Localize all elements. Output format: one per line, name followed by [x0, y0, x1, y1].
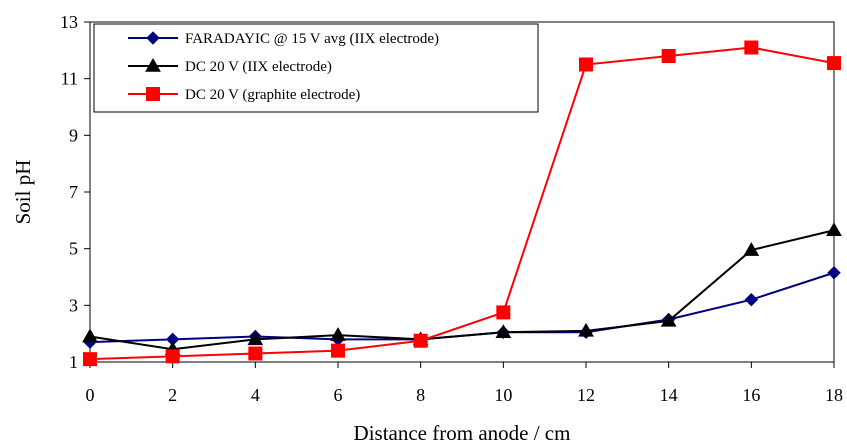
x-tick-label: 0: [86, 385, 95, 405]
x-tick-label: 14: [660, 385, 678, 405]
data-point: [744, 292, 759, 307]
x-tick-label: 10: [494, 385, 512, 405]
legend-entry-3: DC 20 V (graphite electrode): [128, 87, 360, 103]
y-tick-label: 11: [61, 69, 78, 89]
x-tick-label: 6: [334, 385, 343, 405]
legend-marker: [146, 87, 160, 101]
data-point: [247, 331, 264, 346]
y-tick-label: 1: [69, 352, 78, 372]
series-layer: [82, 40, 842, 367]
data-point: [660, 312, 677, 327]
data-point: [165, 349, 180, 364]
x-tick-label: 2: [168, 385, 177, 405]
data-point: [827, 56, 841, 71]
x-tick-label: 12: [577, 385, 595, 405]
data-point: [744, 40, 759, 55]
x-tick-label: 8: [416, 385, 425, 405]
series-line: [89, 271, 835, 344]
legend: FARADAYIC @ 15 V avg (IIX electrode) DC 2…: [93, 23, 539, 113]
data-point: [743, 242, 760, 256]
series-2: [82, 222, 842, 355]
data-point: [330, 327, 346, 341]
series-line: [89, 46, 835, 361]
y-axis-title: Soil pH: [11, 160, 35, 225]
data-point: [82, 328, 98, 343]
series-3: [83, 40, 841, 367]
data-point: [331, 343, 345, 358]
series-line: [89, 229, 835, 351]
x-tick-label: 16: [742, 385, 760, 405]
data-point: [413, 333, 428, 348]
data-point: [826, 222, 842, 236]
data-point: [83, 352, 97, 367]
legend-marker: [145, 57, 161, 72]
legend-marker: [146, 31, 160, 45]
legend-label: DC 20 V (graphite electrode): [185, 87, 360, 103]
data-point: [579, 57, 593, 72]
legend-label: DC 20 V (IIX electrode): [185, 59, 332, 75]
data-point: [248, 346, 263, 361]
legend-entry-2: DC 20 V (IIX electrode): [128, 57, 332, 75]
data-point: [661, 49, 676, 63]
data-point: [496, 305, 511, 320]
y-tick-label: 9: [69, 125, 78, 145]
y-tick-label: 13: [60, 12, 78, 32]
data-point: [578, 322, 594, 337]
x-axis-title: Distance from anode / cm: [354, 421, 571, 445]
x-axis: 0 2 4 6 8 10 12 14 16 18: [86, 362, 843, 405]
legend-label: FARADAYIC @ 15 V avg (IIX electrode): [185, 31, 439, 47]
legend-entry-1: FARADAYIC @ 15 V avg (IIX electrode): [128, 31, 439, 47]
y-tick-label: 3: [69, 295, 78, 315]
y-tick-label: 7: [69, 182, 78, 202]
x-tick-label: 18: [825, 385, 843, 405]
data-point: [495, 324, 512, 338]
x-tick-label: 4: [251, 385, 260, 405]
y-tick-label: 5: [69, 239, 78, 259]
data-point: [827, 266, 841, 280]
